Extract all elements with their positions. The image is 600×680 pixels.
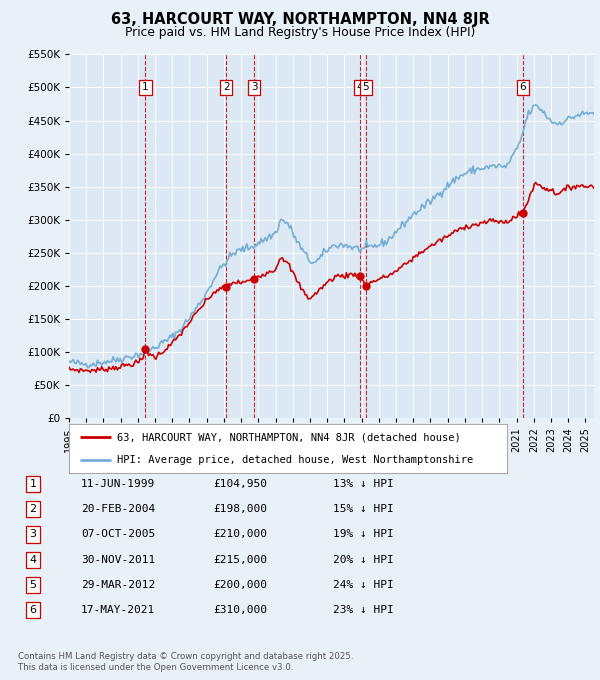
- Text: 4: 4: [29, 555, 37, 564]
- Text: £210,000: £210,000: [213, 530, 267, 539]
- Text: HPI: Average price, detached house, West Northamptonshire: HPI: Average price, detached house, West…: [117, 456, 473, 465]
- Text: 63, HARCOURT WAY, NORTHAMPTON, NN4 8JR (detached house): 63, HARCOURT WAY, NORTHAMPTON, NN4 8JR (…: [117, 432, 461, 443]
- Text: Price paid vs. HM Land Registry's House Price Index (HPI): Price paid vs. HM Land Registry's House …: [125, 26, 475, 39]
- Text: 24% ↓ HPI: 24% ↓ HPI: [333, 580, 394, 590]
- Text: 2: 2: [223, 82, 229, 92]
- Text: 20% ↓ HPI: 20% ↓ HPI: [333, 555, 394, 564]
- Text: 15% ↓ HPI: 15% ↓ HPI: [333, 505, 394, 514]
- Text: 5: 5: [362, 82, 369, 92]
- Text: 3: 3: [251, 82, 257, 92]
- Text: 4: 4: [357, 82, 364, 92]
- Text: £198,000: £198,000: [213, 505, 267, 514]
- Text: 3: 3: [29, 530, 37, 539]
- Text: 07-OCT-2005: 07-OCT-2005: [81, 530, 155, 539]
- Text: 19% ↓ HPI: 19% ↓ HPI: [333, 530, 394, 539]
- Text: 11-JUN-1999: 11-JUN-1999: [81, 479, 155, 489]
- Text: 17-MAY-2021: 17-MAY-2021: [81, 605, 155, 615]
- Text: £215,000: £215,000: [213, 555, 267, 564]
- Text: 2: 2: [29, 505, 37, 514]
- Text: 20-FEB-2004: 20-FEB-2004: [81, 505, 155, 514]
- Text: 6: 6: [29, 605, 37, 615]
- Text: £104,950: £104,950: [213, 479, 267, 489]
- Text: 30-NOV-2011: 30-NOV-2011: [81, 555, 155, 564]
- Text: Contains HM Land Registry data © Crown copyright and database right 2025.: Contains HM Land Registry data © Crown c…: [18, 652, 353, 661]
- Text: 23% ↓ HPI: 23% ↓ HPI: [333, 605, 394, 615]
- Text: 63, HARCOURT WAY, NORTHAMPTON, NN4 8JR: 63, HARCOURT WAY, NORTHAMPTON, NN4 8JR: [110, 12, 490, 27]
- Text: This data is licensed under the Open Government Licence v3.0.: This data is licensed under the Open Gov…: [18, 663, 293, 672]
- Text: 1: 1: [142, 82, 149, 92]
- Text: 29-MAR-2012: 29-MAR-2012: [81, 580, 155, 590]
- Text: £200,000: £200,000: [213, 580, 267, 590]
- Text: £310,000: £310,000: [213, 605, 267, 615]
- Text: 13% ↓ HPI: 13% ↓ HPI: [333, 479, 394, 489]
- Text: 1: 1: [29, 479, 37, 489]
- Text: 6: 6: [520, 82, 526, 92]
- Text: 5: 5: [29, 580, 37, 590]
